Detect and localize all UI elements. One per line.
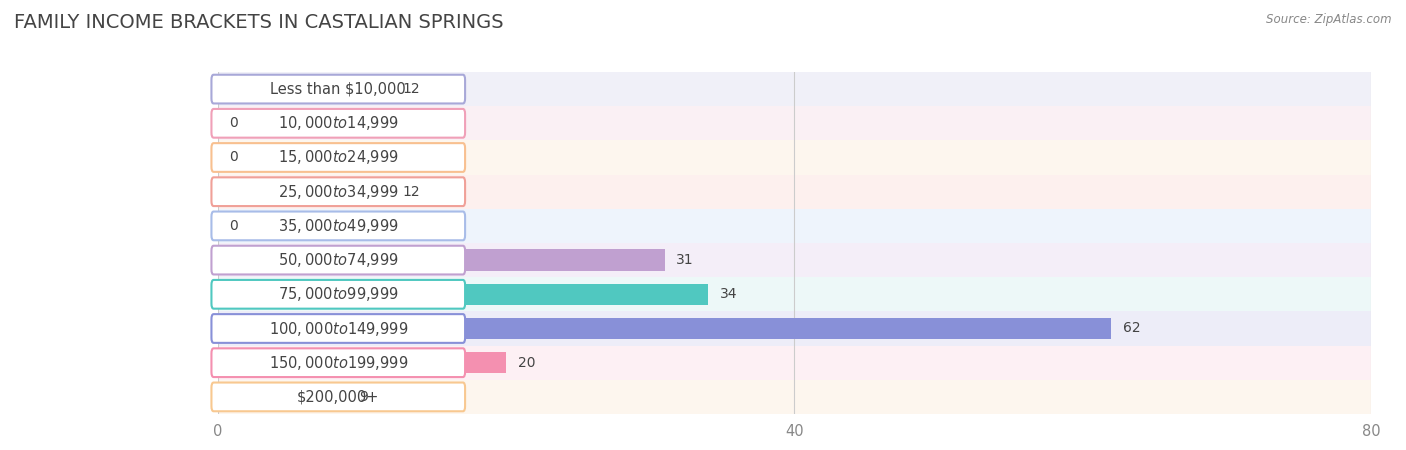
Bar bbox=[218, 175, 1371, 209]
Bar bbox=[218, 284, 707, 305]
Text: 20: 20 bbox=[517, 356, 536, 370]
FancyBboxPatch shape bbox=[211, 246, 465, 274]
Bar bbox=[218, 277, 1371, 311]
Bar bbox=[218, 346, 1371, 380]
Text: $15,000 to $24,999: $15,000 to $24,999 bbox=[278, 148, 399, 166]
Text: $150,000 to $199,999: $150,000 to $199,999 bbox=[269, 354, 408, 372]
FancyBboxPatch shape bbox=[211, 143, 465, 172]
Text: $200,000+: $200,000+ bbox=[297, 389, 380, 405]
Text: 34: 34 bbox=[720, 287, 737, 302]
Bar bbox=[218, 243, 1371, 277]
FancyBboxPatch shape bbox=[211, 280, 465, 309]
Text: $25,000 to $34,999: $25,000 to $34,999 bbox=[278, 183, 399, 201]
FancyBboxPatch shape bbox=[211, 212, 465, 240]
Text: 0: 0 bbox=[229, 116, 238, 130]
Bar bbox=[218, 318, 1111, 339]
FancyBboxPatch shape bbox=[211, 314, 465, 343]
Bar bbox=[218, 352, 506, 374]
Bar bbox=[218, 72, 1371, 106]
Bar bbox=[218, 249, 665, 271]
Text: 12: 12 bbox=[402, 82, 420, 96]
Text: Source: ZipAtlas.com: Source: ZipAtlas.com bbox=[1267, 14, 1392, 27]
FancyBboxPatch shape bbox=[211, 348, 465, 377]
Bar bbox=[218, 181, 391, 202]
FancyBboxPatch shape bbox=[211, 177, 465, 206]
Text: FAMILY INCOME BRACKETS IN CASTALIAN SPRINGS: FAMILY INCOME BRACKETS IN CASTALIAN SPRI… bbox=[14, 14, 503, 32]
Bar bbox=[218, 380, 1371, 414]
Text: 0: 0 bbox=[229, 219, 238, 233]
FancyBboxPatch shape bbox=[211, 109, 465, 138]
FancyBboxPatch shape bbox=[211, 75, 465, 104]
Text: $75,000 to $99,999: $75,000 to $99,999 bbox=[278, 285, 399, 303]
Text: $100,000 to $149,999: $100,000 to $149,999 bbox=[269, 320, 408, 338]
Bar bbox=[218, 209, 1371, 243]
Text: $10,000 to $14,999: $10,000 to $14,999 bbox=[278, 114, 399, 132]
Bar bbox=[218, 78, 391, 100]
Bar bbox=[218, 106, 1371, 140]
Text: $35,000 to $49,999: $35,000 to $49,999 bbox=[278, 217, 399, 235]
Bar bbox=[218, 386, 347, 408]
Text: 12: 12 bbox=[402, 184, 420, 199]
Text: 0: 0 bbox=[229, 150, 238, 165]
Text: 31: 31 bbox=[676, 253, 693, 267]
Bar bbox=[218, 311, 1371, 346]
Text: 9: 9 bbox=[359, 390, 368, 404]
Text: $50,000 to $74,999: $50,000 to $74,999 bbox=[278, 251, 399, 269]
Text: Less than $10,000: Less than $10,000 bbox=[270, 81, 406, 97]
Bar bbox=[218, 140, 1371, 175]
FancyBboxPatch shape bbox=[211, 382, 465, 411]
Text: 62: 62 bbox=[1123, 321, 1140, 336]
